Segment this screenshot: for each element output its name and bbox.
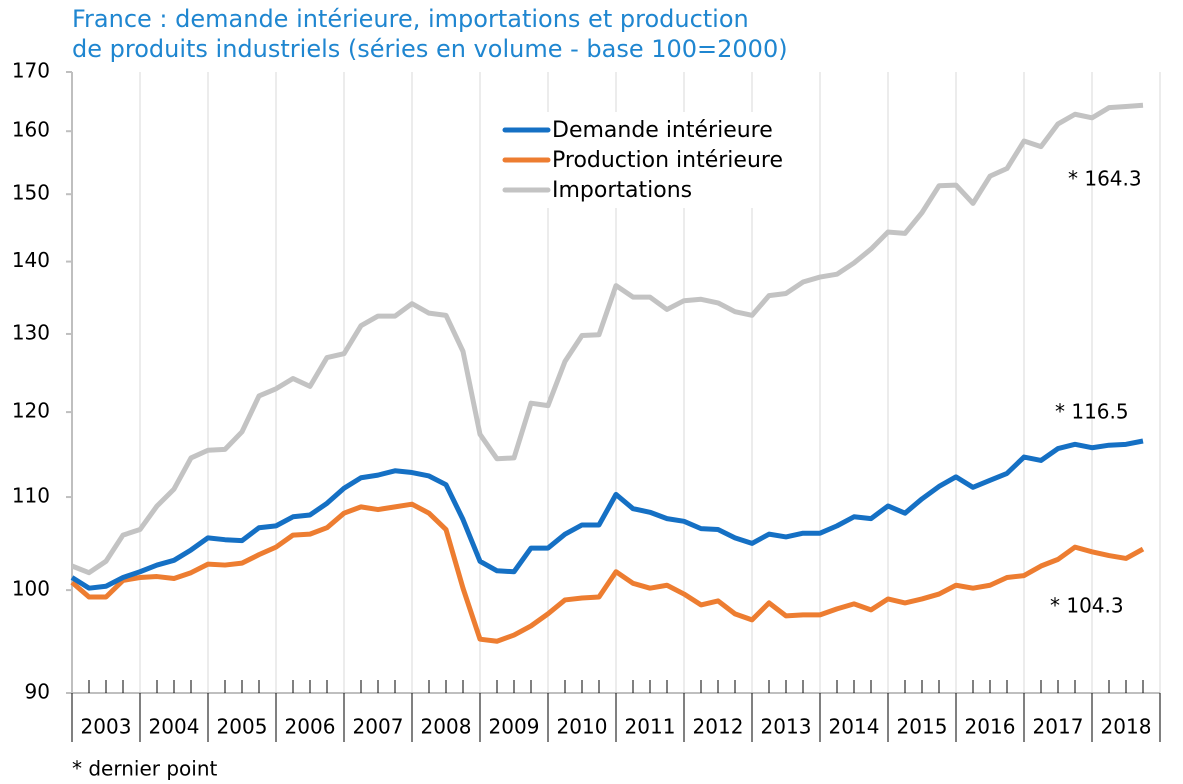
x-tick-label: 2015 (897, 715, 948, 739)
x-tick-label: 2006 (285, 715, 336, 739)
line-series (70, 438, 1144, 591)
annotation: * 116.5 (1055, 400, 1129, 424)
legend-label: Demande intérieure (552, 118, 773, 143)
y-tick-label: 120 (12, 399, 50, 423)
x-tick-label: 2013 (761, 715, 812, 739)
line-series (71, 102, 1144, 576)
y-tick-label: 130 (12, 320, 50, 344)
annotation: * 164.3 (1068, 167, 1142, 191)
x-tick-label: 2008 (421, 715, 472, 739)
x-tick-label: 2016 (965, 715, 1016, 739)
footnote: * dernier point (72, 757, 218, 781)
legend-label: Importations (552, 178, 692, 203)
x-tick-label: 2004 (149, 715, 200, 739)
annotation: * 104.3 (1050, 594, 1124, 618)
legend-label: Production intérieure (552, 148, 783, 173)
y-tick-label: 160 (12, 118, 50, 142)
line-series (70, 501, 1145, 644)
x-tick-label: 2017 (1033, 715, 1084, 739)
x-tick-label: 2011 (625, 715, 676, 739)
y-tick-label: 90 (25, 680, 50, 704)
y-tick-label: 140 (12, 248, 50, 272)
x-tick-label: 2010 (557, 715, 608, 739)
y-tick-label: 170 (12, 59, 50, 83)
y-tick-label: 100 (12, 577, 50, 601)
x-tick-label: 2014 (829, 715, 880, 739)
x-tick-label: 2003 (81, 715, 132, 739)
x-tick-label: 2018 (1101, 715, 1152, 739)
chart-title: France : demande intérieure, importation… (72, 5, 749, 33)
x-tick-label: 2009 (489, 715, 540, 739)
x-tick-label: 2005 (217, 715, 268, 739)
y-tick-label: 110 (12, 484, 50, 508)
x-tick-label: 2007 (353, 715, 404, 739)
x-tick-label: 2012 (693, 715, 744, 739)
chart-title: de produits industriels (séries en volum… (72, 35, 788, 63)
y-tick-label: 150 (12, 181, 50, 205)
